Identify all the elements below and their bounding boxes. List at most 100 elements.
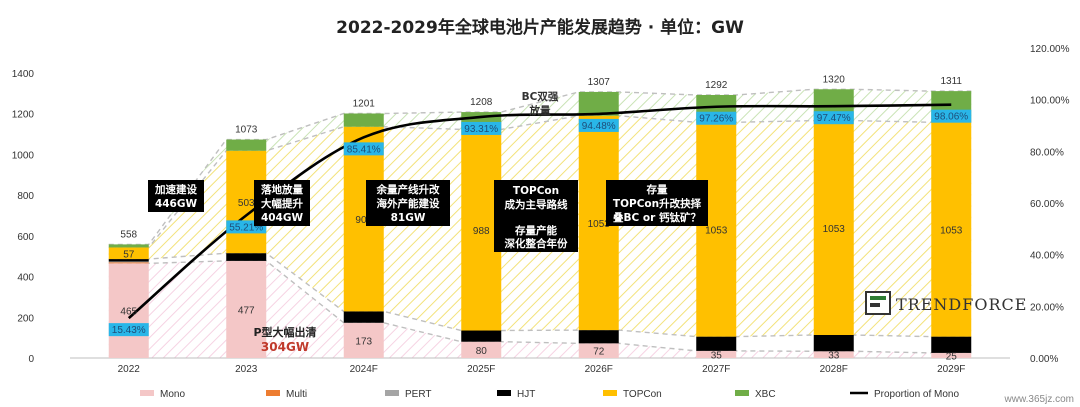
pct-box-2026F: 94.48% (578, 118, 619, 132)
annotation-2-line-1: 落地放量 (261, 183, 303, 196)
y-right-tick-4: 80.00% (1030, 147, 1064, 158)
pct-box-2028F: 97.47% (813, 111, 854, 125)
y-left-tick-200: 200 (17, 313, 34, 324)
annotation-1-line-2: 446GW (155, 198, 198, 210)
bar-multi-2022 (108, 262, 149, 264)
legend-swatch-hjt (497, 390, 511, 396)
annotation-1-line-1: 加速建设 (154, 183, 197, 196)
annotation-3-line-2: 海外产能建设 (377, 197, 440, 210)
pct-box-bg-2026F (578, 118, 619, 132)
legend-item-hjt: HJT (497, 389, 535, 400)
bar-hjt-2024F (343, 311, 384, 323)
y-left-tick-1400: 1400 (12, 69, 35, 80)
total-label-2024F: 1201 (353, 99, 376, 110)
annotation-2-line-2: 大幅提升 (261, 197, 303, 210)
y-right-tick-3: 60.00% (1030, 199, 1064, 210)
bc-note-line-1: BC双强 (522, 91, 559, 103)
pct-label-2029F: 98.06% (934, 112, 968, 123)
pct-label-2022: 15.43% (112, 325, 146, 336)
annotation-4-line-5: 深化整合年份 (505, 237, 568, 250)
bar-mono-2028F (813, 351, 854, 358)
x-tick-2023: 2023 (235, 364, 258, 375)
legend-item-pert: PERT (385, 389, 432, 400)
bar-mono-2027F (696, 350, 737, 358)
x-tick-2024F: 2024F (350, 364, 378, 375)
bar-xbc-2022 (108, 244, 149, 248)
legend-item-multi: Multi (266, 389, 307, 400)
mono-label-2022: 465 (120, 307, 137, 318)
y-left-tick-0: 0 (28, 354, 34, 365)
y-right-tick-5: 100.00% (1030, 96, 1070, 107)
bar-mono-2029F (931, 352, 972, 358)
annotation-5-line-2: TOPCon升改抉择 (613, 197, 702, 210)
legend-swatch-pert (385, 390, 399, 396)
legend-label-topcon: TOPCon (623, 389, 662, 400)
annotation-3-line-1: 余量产线升改 (376, 183, 440, 196)
mono-label-2023: 477 (238, 305, 255, 316)
pct-box-bg-2022 (108, 323, 149, 337)
mono-label-2025F: 80 (476, 346, 488, 357)
y-right-tick-0: 0.00% (1030, 354, 1058, 365)
pct-label-2024F: 85.41% (347, 144, 381, 155)
y-left-tick-600: 600 (17, 232, 34, 243)
topcon-label-2027F: 1053 (705, 225, 728, 236)
data-labels: 558 465 57 1073 477 503 1201 173 907 1208 80 988 130… (108, 74, 972, 362)
pct-label-2023: 55.21% (229, 222, 263, 233)
pct-box-bg-2027F (696, 111, 737, 125)
y-right-tick-6: 120.00% (1030, 44, 1070, 55)
annotation-2: 落地放量 大幅提升 404GW (254, 180, 310, 226)
annotation-4-line-1: TOPCon (513, 185, 559, 197)
mono-proportion-curve (127, 103, 952, 320)
pct-label-2028F: 97.47% (817, 113, 851, 124)
bar-mono-2023 (226, 260, 267, 358)
legend-item-mono: Mono (140, 389, 185, 400)
bar-topcon-2029F (931, 122, 972, 337)
mono-label-2026F: 72 (593, 347, 605, 358)
bar-mono-2025F (461, 341, 502, 358)
p-type-value: 304GW (261, 340, 309, 354)
bar-xbc-2023 (226, 139, 267, 151)
legend-swatch-xbc (735, 390, 749, 396)
topcon-label-2024F: 907 (355, 215, 372, 226)
trendforce-logo-text: TRENDFORCE (896, 295, 1027, 314)
pct-box-bg-2025F (461, 121, 502, 135)
annotation-3-line-3: 81GW (391, 212, 426, 224)
legend-swatch-topcon (603, 390, 617, 396)
y-left-tick-800: 800 (17, 191, 34, 202)
total-label-2022: 558 (120, 229, 137, 240)
mono-trend-hatch (108, 260, 972, 358)
mono-label-2028F: 33 (828, 351, 840, 362)
pct-box-2022: 15.43% (108, 323, 149, 337)
total-label-2028F: 1320 (823, 74, 846, 85)
total-label-2029F: 1311 (940, 76, 962, 87)
bar-hjt-2026F (578, 330, 619, 344)
bar-hjt-2028F (813, 334, 854, 352)
bar-topcon-2022 (108, 247, 149, 260)
bar-xbc-2026F (578, 91, 619, 116)
bar-mono-2024F (343, 322, 384, 358)
bar-hjt-2025F (461, 330, 502, 342)
legend-swatch-multi (266, 390, 280, 396)
total-label-2026F: 1307 (588, 77, 611, 88)
legend-label-multi: Multi (286, 389, 307, 400)
trendforce-logo: TRENDFORCE (865, 291, 1027, 315)
bar-hjt-2029F (931, 336, 972, 353)
bar-topcon-2028F (813, 120, 854, 335)
pct-label-2027F: 97.26% (699, 114, 733, 125)
x-tick-2026F: 2026F (585, 364, 613, 375)
topcon-label-2022: 57 (123, 249, 135, 260)
mono-proportion-line (127, 103, 952, 320)
topcon-label-2023: 503 (238, 198, 255, 209)
bar-hjt-2023 (226, 253, 267, 261)
y-left-tick-400: 400 (17, 273, 34, 284)
bar-mono-2026F (578, 343, 619, 358)
annotation-4-line-4: 存量产能 (515, 224, 557, 237)
legend-item-topcon: TOPCon (603, 389, 662, 400)
legend-label-xbc: XBC (755, 389, 776, 400)
topcon-label-2026F: 1053 (588, 219, 611, 230)
annotation-1: 加速建设 446GW (148, 180, 204, 212)
legend: Mono Multi PERT HJT TOPCon XBC Proportion of M… (140, 389, 959, 400)
pct-box-2024F: 85.41% (343, 142, 384, 156)
bar-topcon-2027F (696, 122, 737, 337)
